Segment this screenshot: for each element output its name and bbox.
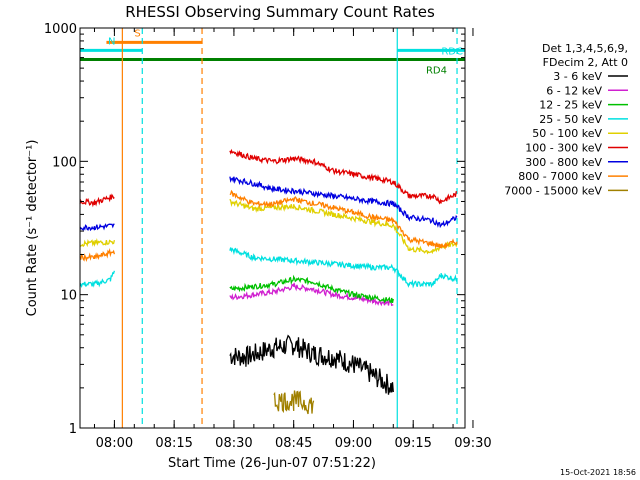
generation-timestamp: 15-Oct-2021 18:56	[560, 468, 636, 477]
y-tick-label: 1	[69, 422, 77, 437]
series-6-12-kev	[229, 282, 394, 307]
x-axis: 08:00 08:15 08:30 08:45 09:00 09:15 09:30	[93, 28, 492, 451]
legend-entry-label: 50 - 100 keV	[532, 127, 602, 140]
x-tick-label: 08:45	[275, 436, 312, 451]
flag-label-rd4: RD4	[426, 66, 447, 77]
series-trace	[79, 193, 115, 208]
series-25-50-kev	[79, 247, 458, 289]
series-trace	[229, 148, 458, 205]
y-tick-label: 1000	[44, 22, 77, 37]
legend-header: FDecim 2, Att 0	[543, 56, 628, 69]
plot-frame	[79, 27, 466, 429]
x-tick-label: 08:30	[215, 436, 252, 451]
legend-entry-label: 3 - 6 keV	[553, 70, 602, 83]
series-100-300-kev	[79, 148, 458, 208]
legend-entry-label: 7000 - 15000 keV	[504, 184, 602, 197]
chart-title: RHESSI Observing Summary Count Rates	[125, 3, 435, 21]
series-trace	[229, 247, 458, 289]
legend-entry-label: 6 - 12 keV	[546, 84, 602, 97]
series-trace	[229, 334, 394, 395]
series-trace	[229, 282, 394, 307]
series-trace	[273, 390, 315, 415]
series-trace	[229, 198, 458, 255]
legend-entry-label: 300 - 800 keV	[525, 156, 602, 169]
legend-entry-label: 12 - 25 keV	[539, 99, 602, 112]
flag-label-n: N	[108, 36, 115, 47]
x-tick-label: 08:15	[155, 436, 192, 451]
flag-bars: S N RDC RD4	[80, 28, 465, 77]
legend-header: Det 1,3,4,5,6,9,	[542, 42, 628, 55]
x-tick-label: 09:15	[394, 436, 431, 451]
series-trace	[229, 274, 394, 304]
legend-entry-label: 25 - 50 keV	[539, 113, 602, 126]
x-tick-label: 09:00	[335, 436, 372, 451]
series-12-25-kev	[229, 274, 394, 304]
series-trace	[79, 270, 116, 288]
series-300-800-kev	[79, 176, 458, 232]
y-tick-label: 10	[60, 289, 77, 304]
y-tick-label: 100	[52, 155, 77, 170]
legend-entry-label: 800 - 7000 keV	[518, 170, 602, 183]
series-7000-15000-kev	[273, 390, 315, 415]
series-trace	[79, 223, 115, 232]
flag-label-s: S	[134, 28, 140, 39]
x-axis-label: Start Time (26-Jun-07 07:51:22)	[168, 456, 376, 471]
legend-entry-label: 100 - 300 keV	[525, 142, 602, 155]
series-3-6-kev	[229, 334, 394, 395]
series-800-7000-kev	[79, 189, 458, 262]
series-50-100-kev	[79, 198, 458, 255]
legend: Det 1,3,4,5,6,9,FDecim 2, Att 03 - 6 keV…	[504, 42, 628, 197]
series-trace	[229, 189, 458, 250]
flag-label-rdc: RDC	[441, 46, 463, 57]
series-trace	[79, 247, 116, 262]
series-lines	[79, 148, 458, 415]
series-trace	[79, 237, 116, 248]
x-tick-label: 08:00	[96, 436, 133, 451]
y-axis: 1 10 100 1000	[44, 22, 465, 437]
series-trace	[229, 176, 458, 229]
flag-vertical-lines	[121, 28, 458, 428]
y-axis-label: Count Rate (s⁻¹ detector⁻¹)	[25, 140, 40, 317]
x-tick-label: 09:30	[454, 436, 491, 451]
